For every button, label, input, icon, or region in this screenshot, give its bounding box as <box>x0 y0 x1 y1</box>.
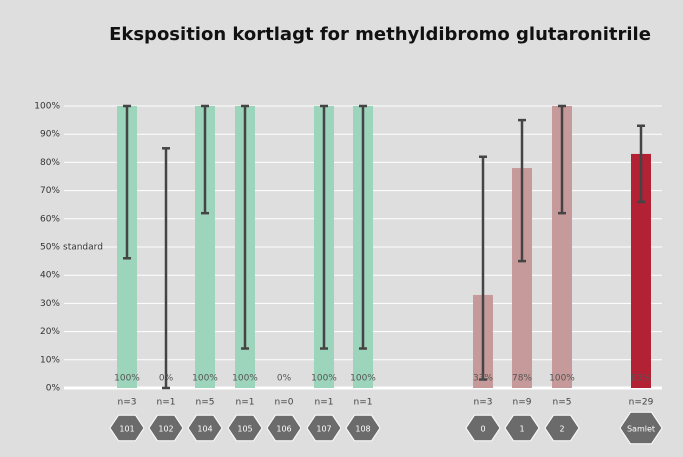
count-label: n=1 <box>157 398 176 408</box>
x-tick-label: 105 <box>237 425 252 434</box>
value-label: 100% <box>350 374 376 384</box>
category-hexagon <box>148 414 184 442</box>
bar <box>512 168 532 388</box>
error-bar <box>162 147 170 390</box>
count-label: n=9 <box>513 398 532 408</box>
error-bar <box>201 104 209 215</box>
x-tick-label: 104 <box>197 425 212 434</box>
x-tick-label: 0 <box>480 425 485 434</box>
category-hexagon <box>544 414 580 442</box>
x-tick-label: 2 <box>559 425 564 434</box>
x-tick-label: 102 <box>158 425 173 434</box>
bar <box>552 106 572 388</box>
category-hexagon <box>227 414 263 442</box>
value-label: 33% <box>473 374 493 384</box>
error-bar <box>320 104 328 350</box>
count-label: n=5 <box>196 398 215 408</box>
value-label: 78% <box>512 374 532 384</box>
y-tick-label: 0% <box>46 384 61 394</box>
count-label: n=5 <box>553 398 572 408</box>
category-hexagon <box>187 414 223 442</box>
value-label: 100% <box>192 374 218 384</box>
value-label: 83% <box>631 374 651 384</box>
chart-title: Eksposition kortlagt for methyldibromo g… <box>109 24 651 45</box>
y-tick-label: 50% <box>40 243 60 253</box>
y-tick-label: 20% <box>40 327 60 337</box>
error-bar <box>479 155 487 381</box>
count-label: n=3 <box>118 398 137 408</box>
x-tick-label: 108 <box>355 425 370 434</box>
bar <box>631 153 651 388</box>
error-bar <box>558 104 566 215</box>
y-tick-label: 60% <box>40 214 60 224</box>
category-hexagon <box>109 414 145 442</box>
y-tick-label: 30% <box>40 299 60 309</box>
category-hexagon <box>465 414 501 442</box>
x-tick-label: 1 <box>519 425 524 434</box>
category-hexagon <box>306 414 342 442</box>
x-tick-label: Samlet <box>627 425 655 434</box>
error-bar <box>359 104 367 350</box>
y-tick-label: 90% <box>40 130 60 140</box>
y-tick-label: 100% <box>34 102 60 112</box>
x-tick-label: 106 <box>276 425 291 434</box>
category-hexagon <box>504 414 540 442</box>
count-label: n=1 <box>236 398 255 408</box>
y-tick-label: 10% <box>40 355 60 365</box>
category-hexagon <box>619 411 663 445</box>
value-label: 0% <box>159 374 174 384</box>
x-tick-label: 101 <box>119 425 134 434</box>
category-hexagon <box>266 414 302 442</box>
category-hexagon <box>345 414 381 442</box>
error-bar <box>241 104 249 350</box>
value-label: 100% <box>232 374 258 384</box>
count-label: n=0 <box>275 398 294 408</box>
error-bar <box>637 124 645 204</box>
value-label: 0% <box>277 374 292 384</box>
count-label: n=1 <box>354 398 373 408</box>
error-bar <box>123 104 131 260</box>
y-tick-label: 40% <box>40 271 60 281</box>
y-tick-label: 70% <box>40 186 60 196</box>
y-tick-label: 80% <box>40 158 60 168</box>
annotation: standard <box>63 243 103 253</box>
value-label: 100% <box>311 374 337 384</box>
value-label: 100% <box>114 374 140 384</box>
error-bar <box>518 118 526 263</box>
bar <box>195 106 215 388</box>
count-label: n=29 <box>629 398 654 408</box>
x-tick-label: 107 <box>316 425 331 434</box>
value-label: 100% <box>549 374 575 384</box>
count-label: n=3 <box>474 398 493 408</box>
count-label: n=1 <box>315 398 334 408</box>
